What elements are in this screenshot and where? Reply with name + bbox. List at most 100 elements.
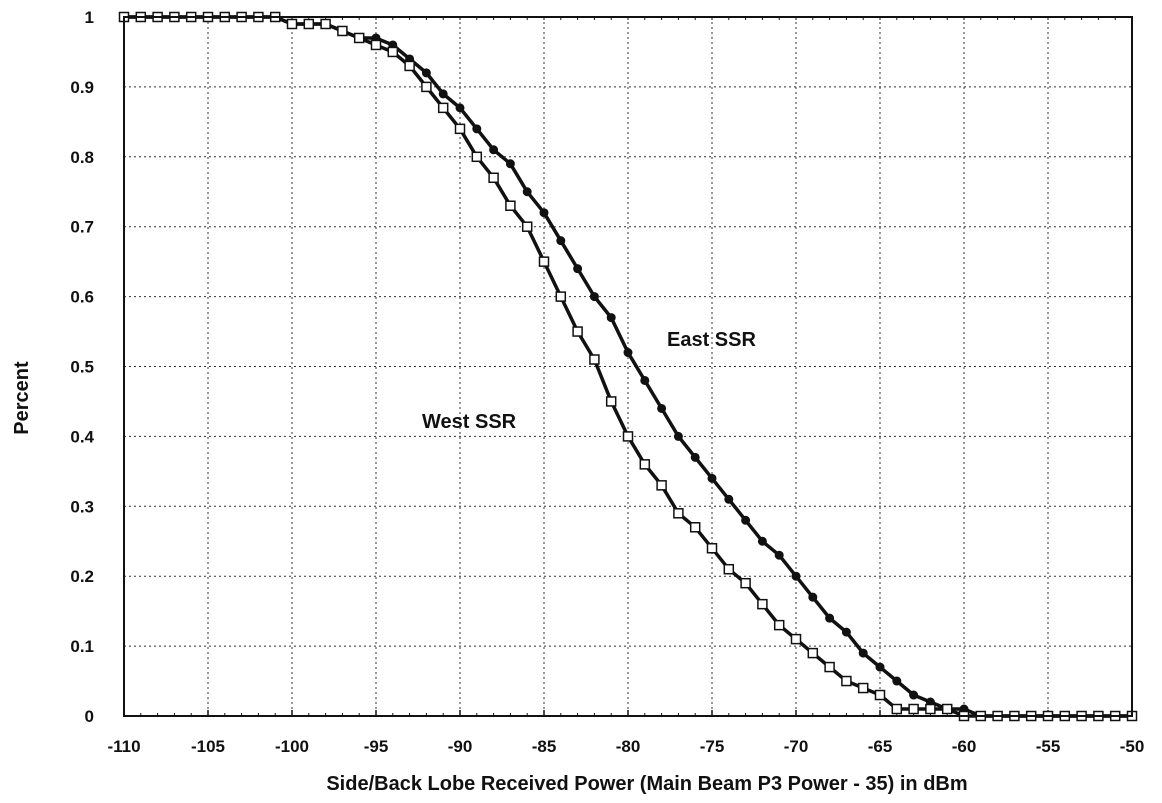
point-east-ssr bbox=[472, 124, 482, 134]
x-tick-label: -100 bbox=[275, 737, 309, 756]
point-west-ssr bbox=[572, 326, 583, 337]
point-west-ssr bbox=[505, 200, 516, 211]
point-west-ssr bbox=[874, 689, 886, 701]
point-west-ssr bbox=[790, 633, 802, 645]
point-east-ssr bbox=[657, 403, 667, 413]
point-east-ssr bbox=[539, 208, 549, 218]
point-east-ssr bbox=[825, 613, 835, 623]
point-west-ssr bbox=[337, 25, 348, 37]
point-east-ssr bbox=[438, 89, 448, 99]
y-tick-label: 0.6 bbox=[70, 288, 94, 307]
point-east-ssr bbox=[421, 68, 431, 78]
point-east-ssr bbox=[522, 187, 532, 197]
point-east-ssr bbox=[589, 292, 599, 302]
point-east-ssr bbox=[841, 627, 851, 637]
point-east-ssr bbox=[707, 473, 717, 483]
x-tick-label: -90 bbox=[448, 737, 473, 756]
point-east-ssr bbox=[573, 264, 583, 274]
point-west-ssr bbox=[387, 46, 399, 58]
y-tick-label: 0.1 bbox=[70, 637, 94, 656]
point-east-ssr bbox=[892, 676, 902, 686]
point-west-ssr bbox=[421, 81, 432, 93]
x-tick-label: -95 bbox=[364, 737, 389, 756]
point-west-ssr bbox=[605, 396, 617, 407]
point-west-ssr bbox=[320, 18, 331, 30]
x-tick-label: -105 bbox=[191, 737, 225, 756]
x-tick-label: -65 bbox=[868, 737, 893, 756]
y-tick-label: 0.5 bbox=[70, 358, 94, 377]
y-axis-title: Percent bbox=[11, 361, 33, 435]
point-west-ssr bbox=[925, 703, 936, 715]
x-tick-label: -75 bbox=[700, 737, 725, 756]
point-east-ssr bbox=[505, 159, 515, 169]
point-west-ssr bbox=[286, 18, 298, 30]
point-east-ssr bbox=[774, 550, 784, 560]
x-tick-label: -50 bbox=[1120, 737, 1145, 756]
point-west-ssr bbox=[353, 32, 365, 44]
point-east-ssr bbox=[875, 662, 885, 672]
point-east-ssr bbox=[606, 313, 616, 323]
y-tick-label: 1 bbox=[85, 8, 94, 27]
point-east-ssr bbox=[909, 690, 919, 700]
point-west-ssr bbox=[723, 563, 735, 575]
point-west-ssr bbox=[757, 598, 768, 610]
point-east-ssr bbox=[556, 236, 566, 246]
point-east-ssr bbox=[623, 348, 633, 358]
point-east-ssr bbox=[808, 592, 818, 602]
y-tick-label: 0.7 bbox=[70, 218, 94, 237]
point-west-ssr bbox=[857, 682, 869, 694]
point-east-ssr bbox=[724, 494, 734, 504]
x-tick-label: -55 bbox=[1036, 737, 1061, 756]
point-west-ssr bbox=[555, 291, 567, 302]
point-west-ssr bbox=[941, 703, 953, 715]
point-east-ssr bbox=[741, 515, 751, 525]
point-east-ssr bbox=[757, 536, 767, 546]
point-west-ssr bbox=[538, 256, 550, 267]
y-tick-label: 0.9 bbox=[70, 78, 94, 97]
point-east-ssr bbox=[455, 103, 465, 113]
y-tick-label: 0.8 bbox=[70, 148, 94, 167]
y-tick-label: 0.3 bbox=[70, 497, 94, 516]
point-west-ssr bbox=[404, 60, 415, 72]
point-west-ssr bbox=[471, 151, 483, 163]
point-west-ssr bbox=[673, 508, 684, 519]
point-west-ssr bbox=[639, 459, 651, 470]
point-east-ssr bbox=[858, 648, 868, 658]
x-tick-labels: -110 -105 -100 -95 -90 -85 -80 -75 -70 -65 -60 -55 -… bbox=[107, 737, 1144, 756]
x-tick-label: -85 bbox=[532, 737, 557, 756]
point-west-ssr bbox=[370, 39, 382, 51]
point-east-ssr bbox=[673, 431, 683, 441]
point-west-ssr bbox=[891, 703, 903, 715]
point-west-ssr bbox=[437, 102, 449, 114]
y-tick-labels: 0 0.1 0.2 0.3 0.4 0.5 0.6 0.7 0.8 0.9 1 bbox=[70, 8, 94, 726]
annotation-west-ssr: West SSR bbox=[422, 411, 517, 433]
point-east-ssr bbox=[690, 452, 700, 462]
x-tick-label: -110 bbox=[107, 737, 140, 756]
point-west-ssr bbox=[488, 172, 499, 184]
point-west-ssr bbox=[622, 431, 634, 442]
x-tick-label: -60 bbox=[952, 737, 977, 756]
point-east-ssr bbox=[489, 145, 499, 155]
point-west-ssr bbox=[807, 647, 819, 659]
point-west-ssr bbox=[689, 522, 701, 533]
point-west-ssr bbox=[706, 542, 718, 554]
point-west-ssr bbox=[773, 619, 785, 631]
y-tick-label: 0.4 bbox=[70, 427, 94, 446]
point-west-ssr bbox=[908, 703, 919, 715]
point-west-ssr bbox=[589, 354, 600, 365]
x-axis-title: Side/Back Lobe Received Power (Main Beam… bbox=[326, 773, 967, 795]
point-west-ssr bbox=[521, 221, 533, 232]
point-east-ssr bbox=[791, 571, 801, 581]
plot-frame bbox=[123, 16, 1133, 717]
point-west-ssr bbox=[824, 661, 835, 673]
point-west-ssr bbox=[740, 577, 751, 589]
y-tick-label: 0 bbox=[85, 707, 94, 726]
point-west-ssr bbox=[454, 123, 466, 135]
point-west-ssr bbox=[841, 675, 852, 687]
point-west-ssr bbox=[656, 480, 667, 491]
point-west-ssr bbox=[303, 18, 315, 30]
x-tick-label: -80 bbox=[616, 737, 641, 756]
y-tick-label: 0.2 bbox=[70, 567, 94, 586]
annotation-east-ssr: East SSR bbox=[667, 329, 756, 351]
